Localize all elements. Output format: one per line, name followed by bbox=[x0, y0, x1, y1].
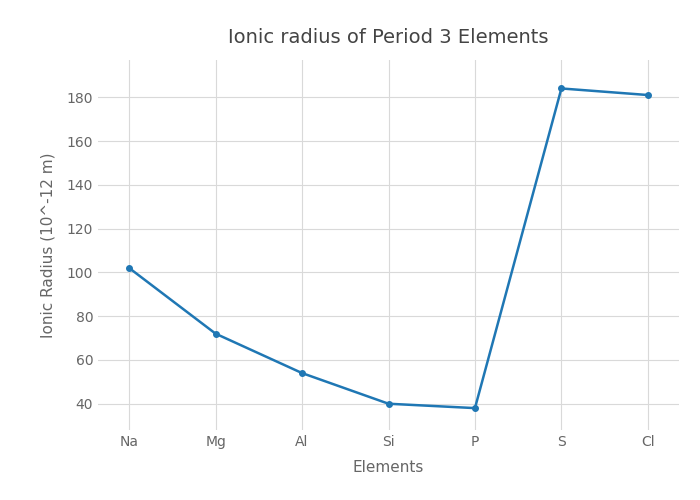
X-axis label: Elements: Elements bbox=[353, 460, 424, 475]
Y-axis label: Ionic Radius (10^-12 m): Ionic Radius (10^-12 m) bbox=[41, 152, 55, 338]
Title: Ionic radius of Period 3 Elements: Ionic radius of Period 3 Elements bbox=[228, 28, 549, 48]
